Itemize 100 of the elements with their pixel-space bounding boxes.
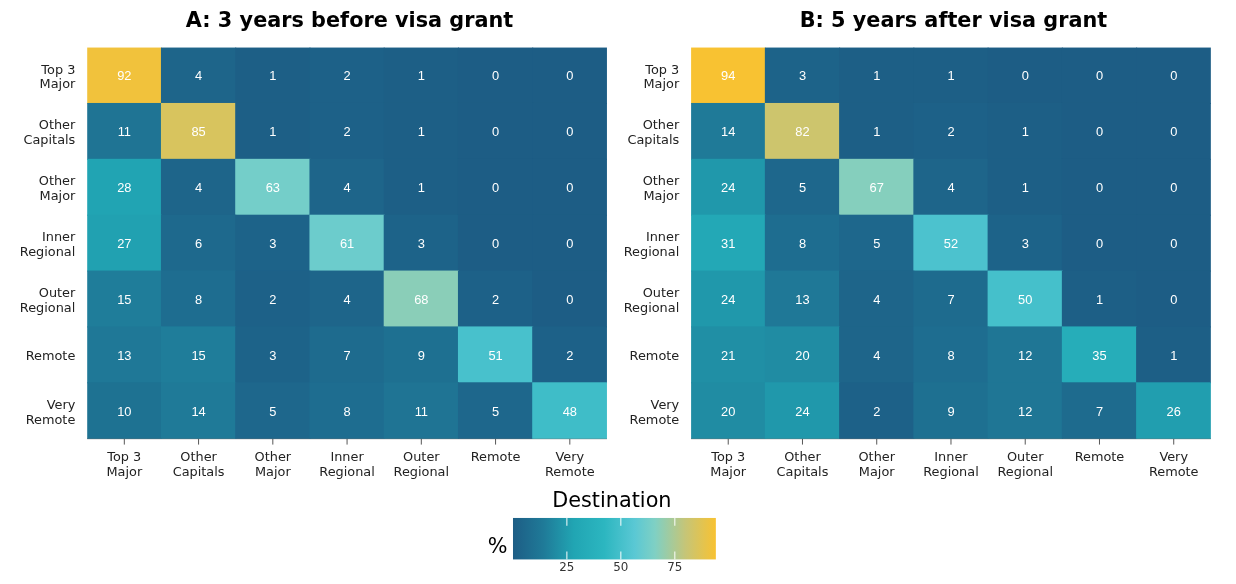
- data-label: 4: [947, 180, 955, 196]
- data-label: 13: [117, 347, 132, 363]
- data-label: 0: [566, 291, 574, 307]
- x-tick-label: Very Remote: [545, 449, 595, 480]
- data-label: 1: [417, 180, 425, 196]
- data-label: 1: [873, 124, 881, 140]
- data-label: 1: [873, 68, 881, 84]
- x-tick-label: Other Capitals: [172, 449, 225, 480]
- data-label: 7: [1095, 403, 1104, 419]
- data-label: 68: [414, 291, 429, 307]
- data-label: 9: [417, 347, 425, 363]
- data-label: 0: [1170, 124, 1178, 140]
- data-label: 0: [1170, 68, 1178, 84]
- data-label: 12: [1018, 347, 1033, 363]
- x-tick-label: Other Major: [858, 449, 896, 480]
- y-tick-label: Top 3 Major: [39, 61, 77, 92]
- x-tick-label: Outer Regional: [997, 449, 1053, 480]
- data-label: 24: [721, 291, 736, 307]
- data-label: 11: [117, 124, 131, 140]
- data-label: 8: [947, 347, 955, 363]
- x-tick-label: Inner Regional: [923, 449, 979, 480]
- data-label: 0: [492, 124, 500, 140]
- data-label: 8: [798, 236, 807, 252]
- x-tick-label: Very Remote: [1148, 449, 1199, 480]
- data-label: 0: [1170, 180, 1178, 196]
- data-label: 11: [414, 403, 428, 419]
- data-label: 5: [798, 180, 807, 196]
- data-label: 2: [343, 124, 351, 140]
- data-label: 1: [269, 68, 277, 84]
- x-tick-label: Outer Regional: [393, 449, 450, 480]
- y-tick-label: Remote: [629, 347, 680, 363]
- color-bar-label: 75: [667, 560, 683, 575]
- data-label: 15: [191, 347, 206, 363]
- data-label: 0: [1095, 180, 1104, 196]
- data-label: 61: [339, 236, 355, 252]
- data-label: 20: [795, 347, 810, 363]
- y-tick-label: Other Major: [38, 173, 77, 204]
- data-label: 5: [492, 403, 500, 419]
- data-label: 50: [1018, 291, 1033, 307]
- data-label: 0: [1170, 291, 1178, 307]
- data-label: 5: [269, 403, 277, 419]
- data-label: 4: [195, 180, 203, 196]
- data-label: 13: [795, 291, 810, 307]
- data-label: 26: [1166, 403, 1181, 419]
- data-label: 67: [869, 180, 884, 196]
- x-axis-title: Destination: [551, 488, 673, 514]
- data-label: 4: [873, 347, 881, 363]
- x-tick-label: Inner Regional: [319, 449, 375, 480]
- data-label: 2: [492, 291, 500, 307]
- data-label: 3: [269, 347, 277, 363]
- x-tick-label: Remote: [1074, 449, 1125, 465]
- chart-title: B: 5 years after visa grant: [798, 8, 1109, 34]
- color-bar-title: %: [487, 533, 508, 558]
- data-label: 12: [1018, 403, 1033, 419]
- data-label: 92: [117, 68, 132, 84]
- data-label: 0: [566, 236, 574, 252]
- data-label: 0: [492, 68, 500, 84]
- y-tick-label: Outer Regional: [19, 285, 77, 315]
- y-tick-label: Inner Regional: [623, 229, 680, 259]
- data-label: 4: [343, 291, 351, 307]
- y-tick-label: Very Remote: [629, 396, 680, 427]
- data-label: 8: [195, 291, 203, 307]
- data-label: 6: [195, 236, 203, 252]
- data-label: 1: [947, 68, 955, 84]
- data-label: 14: [191, 403, 206, 419]
- data-label: 1: [1095, 291, 1104, 307]
- data-label: 2: [269, 291, 277, 307]
- data-label: 15: [117, 291, 132, 307]
- data-label: 14: [721, 124, 736, 140]
- data-label: 85: [191, 124, 206, 140]
- data-label: 24: [795, 403, 810, 419]
- data-label: 3: [269, 236, 277, 252]
- data-label: 4: [195, 68, 203, 84]
- data-label: 1: [1021, 124, 1029, 140]
- data-label: 3: [417, 236, 425, 252]
- x-tick-label: Other Major: [254, 449, 292, 480]
- data-label: 3: [798, 68, 807, 84]
- data-label: 1: [1170, 347, 1178, 363]
- data-label: 28: [117, 180, 132, 196]
- data-label: 51: [488, 347, 503, 363]
- x-tick-label: Top 3 Major: [710, 449, 747, 480]
- data-label: 0: [1095, 68, 1104, 84]
- y-tick-label: Outer Regional: [623, 285, 680, 315]
- data-label: 24: [721, 180, 736, 196]
- data-label: 1: [417, 68, 425, 84]
- data-label: 7: [947, 291, 955, 307]
- data-label: 0: [566, 180, 574, 196]
- color-bar-label: 50: [613, 560, 629, 575]
- data-label: 48: [562, 403, 577, 419]
- x-tick-label: Other Capitals: [776, 449, 829, 480]
- data-label: 82: [795, 124, 810, 140]
- data-label: 4: [343, 180, 351, 196]
- y-tick-label: Other Capitals: [23, 117, 77, 148]
- data-label: 7: [343, 347, 351, 363]
- data-label: 21: [721, 347, 736, 363]
- y-tick-label: Inner Regional: [19, 229, 77, 259]
- data-label: 20: [721, 403, 736, 419]
- data-label: 31: [721, 236, 736, 252]
- data-label: 2: [947, 124, 955, 140]
- data-label: 3: [1021, 236, 1029, 252]
